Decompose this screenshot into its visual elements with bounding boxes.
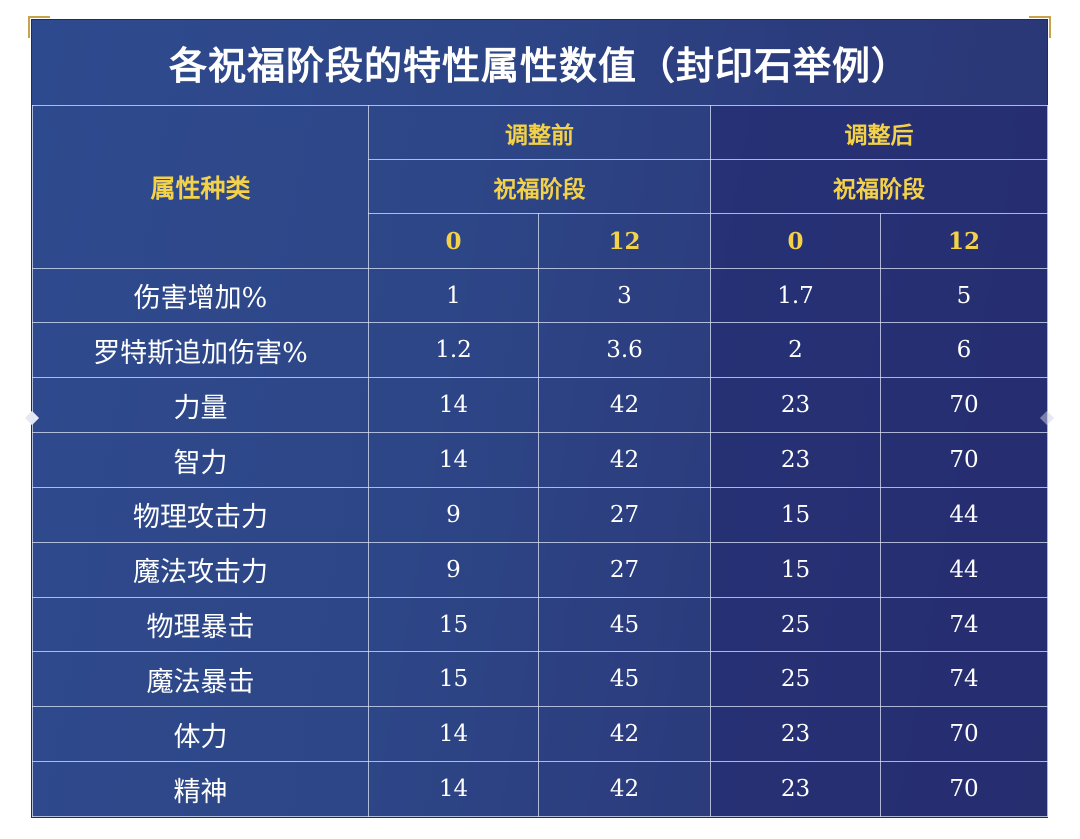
table-cell: 44 <box>880 541 1048 598</box>
header-row-stage-values: 0 12 0 12 <box>33 213 1048 269</box>
table-cell: 70 <box>880 377 1048 434</box>
row-label: 伤害增加% <box>32 267 369 324</box>
table-cell: 14 <box>368 706 539 763</box>
table-cell: 74 <box>880 596 1048 653</box>
table-row: 精神 14 42 23 70 <box>32 761 1048 817</box>
row-label: 罗特斯追加伤害% <box>32 322 369 379</box>
row-label: 物理攻击力 <box>32 486 369 543</box>
table-cell: 14 <box>368 377 539 434</box>
table-cell: 9 <box>368 486 539 543</box>
table-cell: 70 <box>880 761 1048 817</box>
table-cell: 1.7 <box>710 267 881 324</box>
category-header: 属性种类 <box>32 105 369 269</box>
table-cell: 42 <box>538 761 711 817</box>
stage-value-header: 0 <box>710 213 881 269</box>
stage-value-header: 12 <box>880 213 1048 269</box>
header-row-groups: 属性种类 调整前 调整后 <box>32 104 1048 269</box>
row-label: 精神 <box>32 761 369 817</box>
table-cell: 15 <box>368 651 539 708</box>
header-row-stage: 祝福阶段 祝福阶段 <box>33 159 1048 215</box>
table-cell: 45 <box>538 651 711 708</box>
table-row: 魔法暴击 15 45 25 74 <box>32 651 1048 708</box>
table-cell: 14 <box>368 761 539 817</box>
table-cell: 15 <box>710 486 881 543</box>
table-cell: 15 <box>368 596 539 653</box>
table-cell: 1 <box>368 267 539 324</box>
table-row: 物理攻击力 9 27 15 44 <box>32 486 1048 543</box>
table-cell: 5 <box>880 267 1048 324</box>
page-title: 各祝福阶段的特性属性数值（封印石举例） <box>168 43 910 88</box>
table-cell: 23 <box>710 377 881 434</box>
table-cell: 23 <box>710 706 881 763</box>
stage-header-after: 祝福阶段 <box>710 159 1048 215</box>
table-row: 力量 14 42 23 70 <box>32 377 1048 434</box>
table-cell: 25 <box>710 596 881 653</box>
table-cell: 2 <box>710 322 881 379</box>
table-row: 魔法攻击力 9 27 15 44 <box>32 541 1048 598</box>
table-row: 罗特斯追加伤害% 1.2 3.6 2 6 <box>32 322 1048 379</box>
table-cell: 44 <box>880 486 1048 543</box>
table-row: 智力 14 42 23 70 <box>32 432 1048 488</box>
table-cell: 42 <box>538 706 711 763</box>
row-label: 力量 <box>32 377 369 434</box>
group-before-header: 调整前 <box>368 104 711 161</box>
data-table: 属性种类 调整前 调整后 祝福阶段 祝福阶段 0 12 0 12 伤害增加% 1 3… <box>32 104 1048 817</box>
table-cell: 23 <box>710 432 881 488</box>
table-cell: 45 <box>538 596 711 653</box>
table-cell: 70 <box>880 706 1048 763</box>
table-cell: 25 <box>710 651 881 708</box>
table-row: 伤害增加% 1 3 1.7 5 <box>32 267 1048 324</box>
table-cell: 74 <box>880 651 1048 708</box>
stage-header-before: 祝福阶段 <box>368 159 711 215</box>
row-label: 魔法暴击 <box>32 651 369 708</box>
frame-corner-top-left <box>28 16 50 18</box>
table-cell: 23 <box>710 761 881 817</box>
table-cell: 6 <box>880 322 1048 379</box>
frame-corner-top-left-v <box>28 16 30 38</box>
table-row: 体力 14 42 23 70 <box>32 706 1048 763</box>
row-label: 物理暴击 <box>32 596 369 653</box>
table-cell: 15 <box>710 541 881 598</box>
table-cell: 9 <box>368 541 539 598</box>
table-cell: 14 <box>368 432 539 488</box>
row-label: 体力 <box>32 706 369 763</box>
table-cell: 3.6 <box>538 322 711 379</box>
frame-corner-top-right <box>1029 16 1051 18</box>
group-after-header: 调整后 <box>710 104 1048 161</box>
row-label: 魔法攻击力 <box>32 541 369 598</box>
table-row: 物理暴击 15 45 25 74 <box>32 596 1048 653</box>
row-label: 智力 <box>32 432 369 488</box>
stage-value-header: 12 <box>538 213 711 269</box>
table-cell: 1.2 <box>368 322 539 379</box>
stage-value-header: 0 <box>368 213 539 269</box>
table-cell: 42 <box>538 377 711 434</box>
table-cell: 27 <box>538 541 711 598</box>
table-cell: 70 <box>880 432 1048 488</box>
frame-corner-top-right-v <box>1049 16 1051 38</box>
table-cell: 3 <box>538 267 711 324</box>
table-cell: 42 <box>538 432 711 488</box>
table-cell: 27 <box>538 486 711 543</box>
